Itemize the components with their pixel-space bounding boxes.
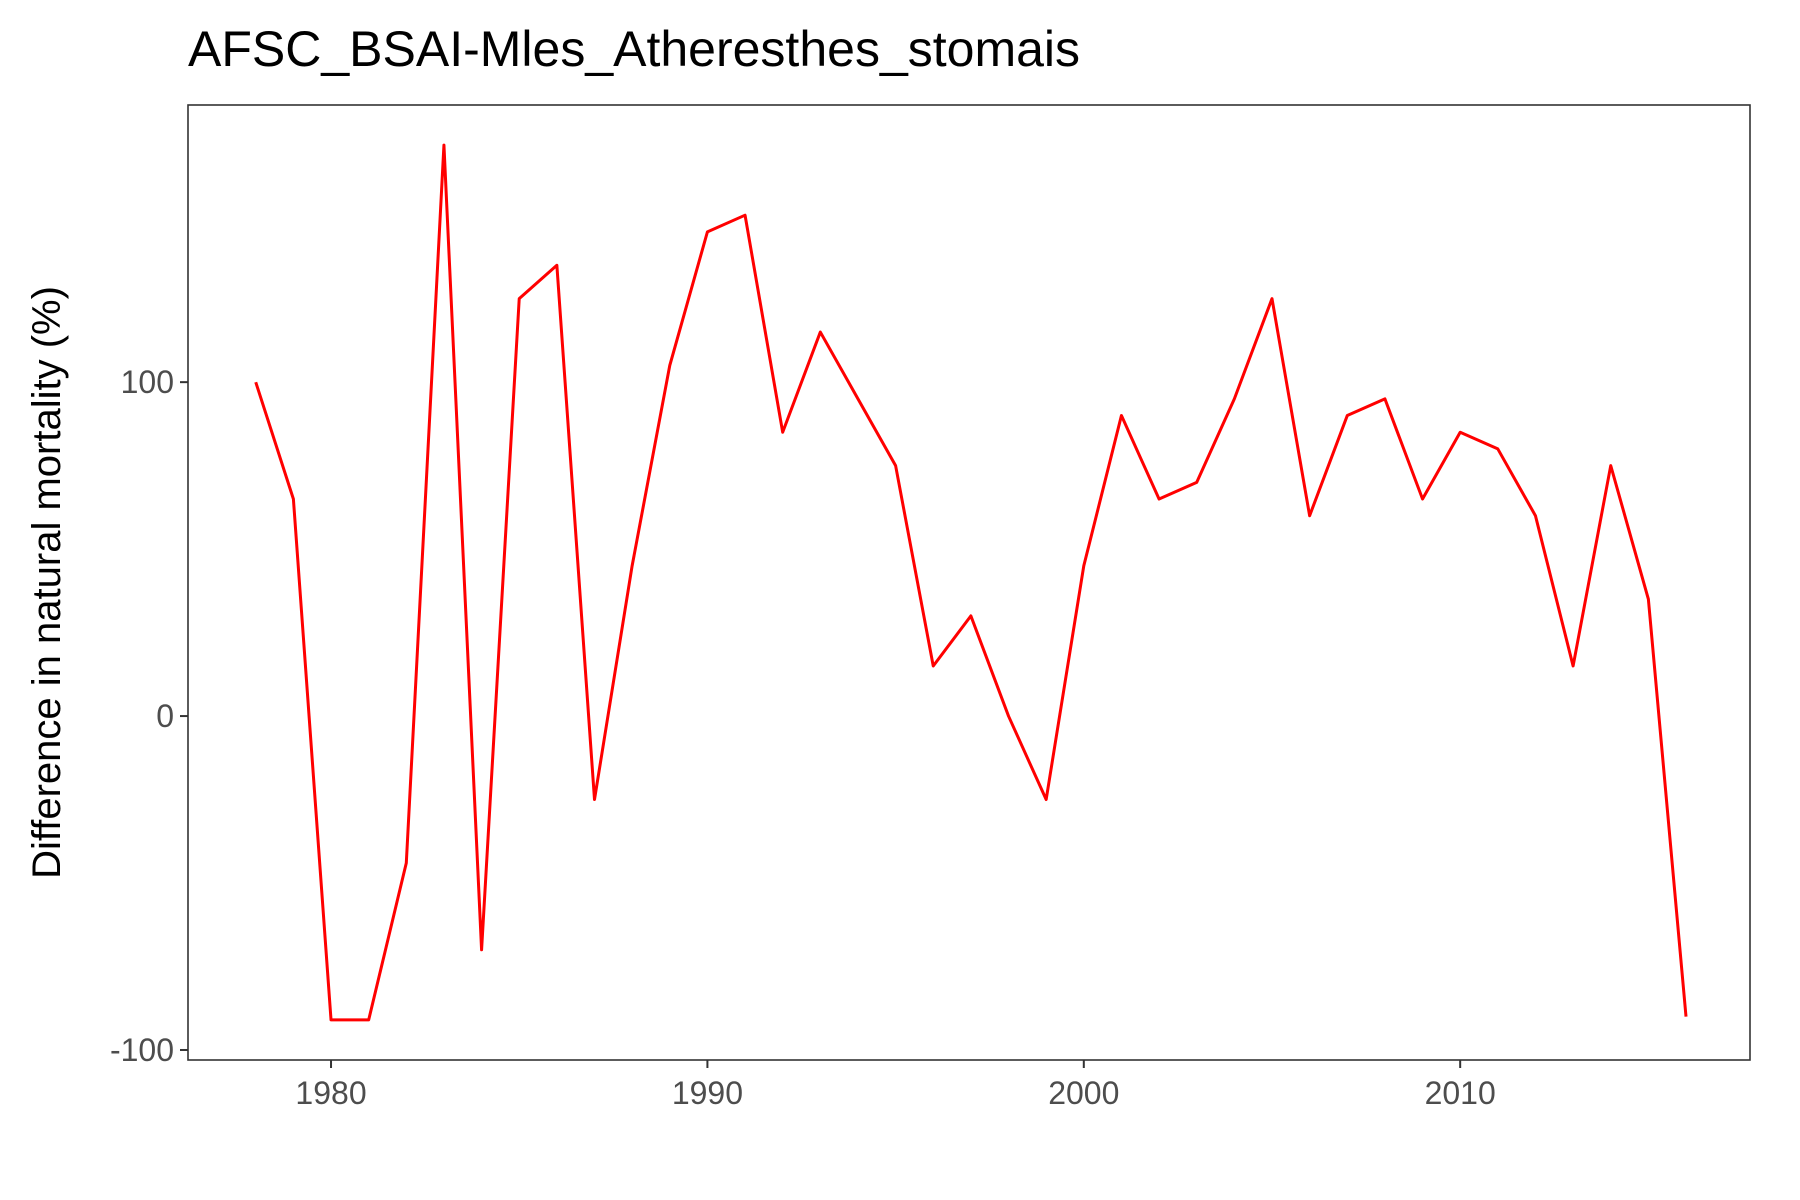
x-tick-label: 1980 xyxy=(295,1075,366,1111)
y-axis-title: Difference in natural mortality (%) xyxy=(25,286,69,879)
series-layer xyxy=(254,143,1688,1022)
series-line xyxy=(254,143,1688,1022)
y-tick-label: -100 xyxy=(110,1032,174,1068)
chart-title: AFSC_BSAI-Mles_Atheresthes_stomais xyxy=(188,21,1080,77)
y-axis: -100 0 100 xyxy=(110,364,188,1068)
y-tick-label: 0 xyxy=(156,698,174,734)
x-tick-label: 1990 xyxy=(672,1075,743,1111)
x-tick-label: 2000 xyxy=(1048,1075,1119,1111)
x-axis: 1980 1990 2000 2010 xyxy=(295,1060,1496,1111)
x-tick-label: 2010 xyxy=(1425,1075,1496,1111)
y-tick-label: 100 xyxy=(121,364,174,400)
